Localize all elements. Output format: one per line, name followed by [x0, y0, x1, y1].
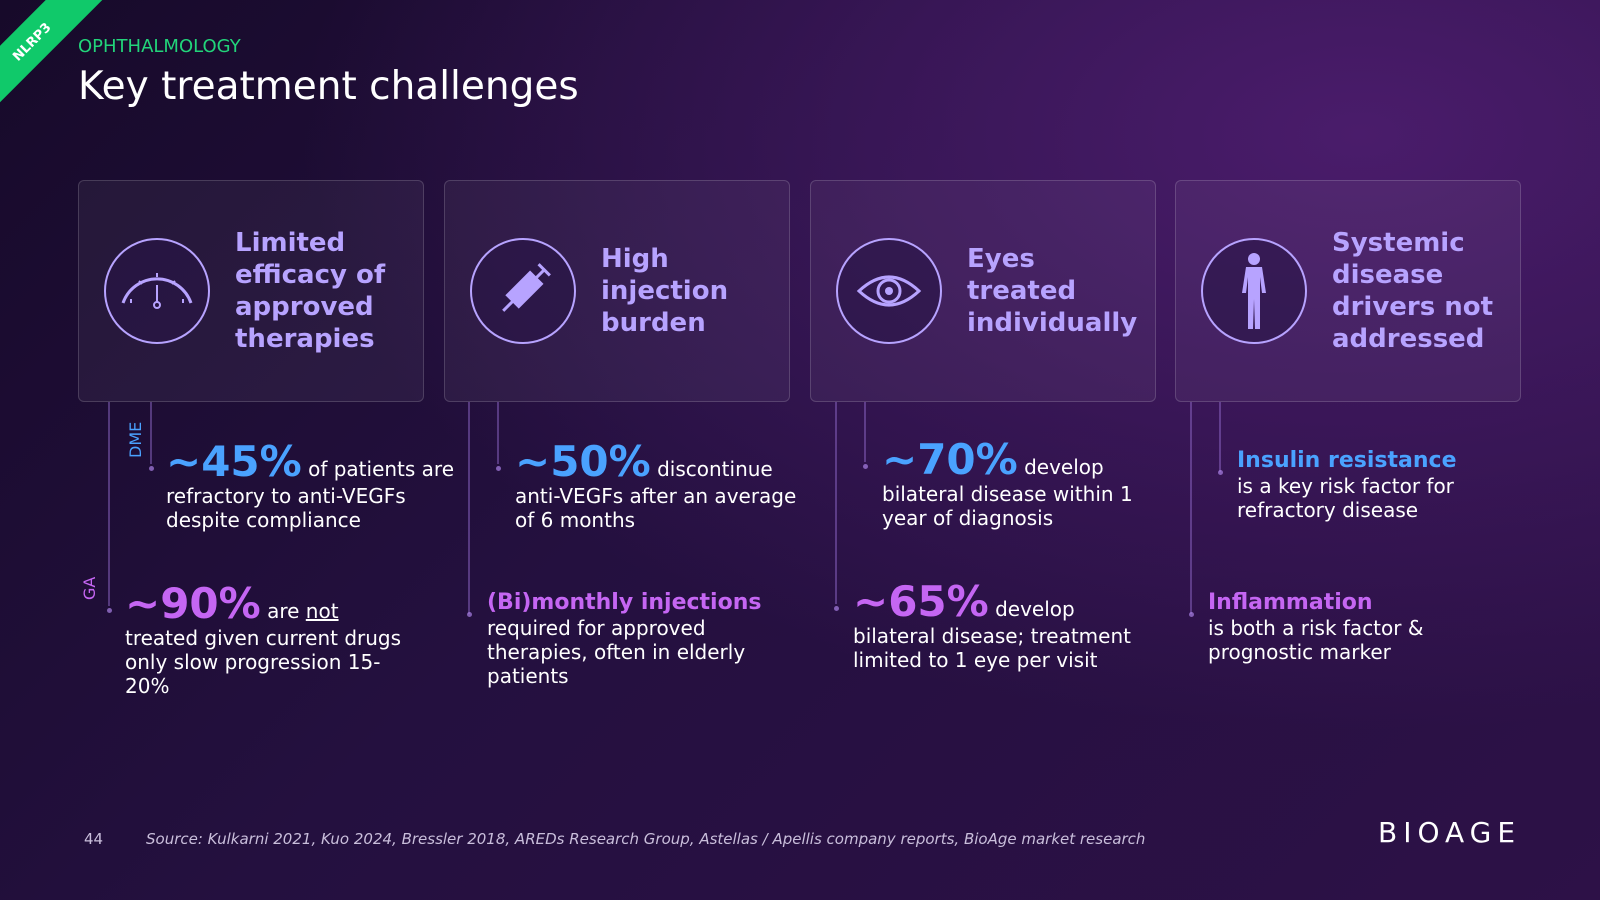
card-title: Systemic disease drivers not addressed	[1332, 228, 1494, 354]
note: ~45% of patients are refractory to anti-…	[166, 437, 456, 533]
body-icon	[1201, 238, 1307, 344]
kicker: OPHTHALMOLOGY	[78, 36, 241, 57]
note-text: required for approved therapies, often i…	[487, 616, 746, 688]
note-dot	[833, 606, 839, 611]
note: ~90% are not treated given current drugs …	[125, 579, 415, 699]
connector-line	[468, 402, 470, 614]
connector-line	[150, 402, 152, 464]
highlight: Insulin resistance	[1237, 448, 1457, 473]
card: Limited efficacy of approved therapies	[78, 180, 424, 402]
connector-line	[497, 402, 499, 464]
highlight: ~50%	[515, 437, 651, 486]
note-text: develop bilateral disease within 1 year …	[882, 455, 1133, 530]
source-note: Source: Kulkarni 2021, Kuo 2024, Bressle…	[146, 830, 1146, 848]
card-title: High injection burden	[601, 244, 729, 338]
card: High injection burden	[444, 180, 790, 402]
page-number: 44	[84, 830, 104, 848]
connector-line	[108, 402, 110, 606]
note-dot	[148, 466, 154, 471]
note-text: is a key risk factor for refractory dise…	[1237, 474, 1454, 522]
note-text: is both a risk factor & prognostic marke…	[1208, 616, 1424, 664]
emphasis: not	[305, 599, 339, 623]
note-text: develop bilateral disease; treatment lim…	[853, 597, 1131, 672]
note-text: are	[267, 599, 300, 623]
note-text: treated given current drugs only slow pr…	[125, 626, 402, 698]
highlight: ~65%	[853, 577, 989, 626]
connector-line	[1190, 402, 1192, 614]
note: Inflammation is both a risk factor & prog…	[1208, 590, 1498, 664]
connector-line	[1219, 402, 1221, 472]
highlight: Inflammation	[1208, 590, 1373, 615]
note-dot	[862, 464, 868, 469]
note-dot	[495, 466, 501, 471]
highlight: (Bi)monthly injections	[487, 590, 762, 615]
note: ~50% discontinue anti-VEGFs after an ave…	[515, 437, 805, 533]
tag-label: GA	[80, 576, 99, 600]
note-dot	[106, 608, 112, 613]
note-text: of patients are refractory to anti-VEGFs…	[166, 457, 455, 532]
slide-title: Key treatment challenges	[78, 64, 579, 109]
note-text: discontinue anti-VEGFs after an average …	[515, 457, 797, 532]
card-title: Limited efficacy of approved therapies	[235, 228, 386, 354]
syringe-icon	[470, 238, 576, 344]
note: (Bi)monthly injections required for appro…	[487, 590, 777, 688]
note-dot	[1188, 612, 1194, 617]
highlight: ~90%	[125, 579, 261, 628]
gauge-icon	[104, 238, 210, 344]
note: ~70% develop bilateral disease within 1 …	[882, 435, 1172, 531]
card: Eyes treated individually	[810, 180, 1156, 402]
card-title: Eyes treated individually	[967, 244, 1138, 338]
tag-label: DME	[126, 421, 145, 458]
eye-icon	[836, 238, 942, 344]
card: Systemic disease drivers not addressed	[1175, 180, 1521, 402]
note: Insulin resistance is a key risk factor f…	[1237, 448, 1527, 522]
note-dot	[1217, 470, 1223, 475]
logo: BIOAGE	[1378, 816, 1522, 849]
highlight: ~45%	[166, 437, 302, 486]
note-dot	[466, 612, 472, 617]
connector-line	[864, 402, 866, 462]
highlight: ~70%	[882, 435, 1018, 484]
note: ~65% develop bilateral disease; treatmen…	[853, 577, 1143, 673]
connector-line	[835, 402, 837, 604]
